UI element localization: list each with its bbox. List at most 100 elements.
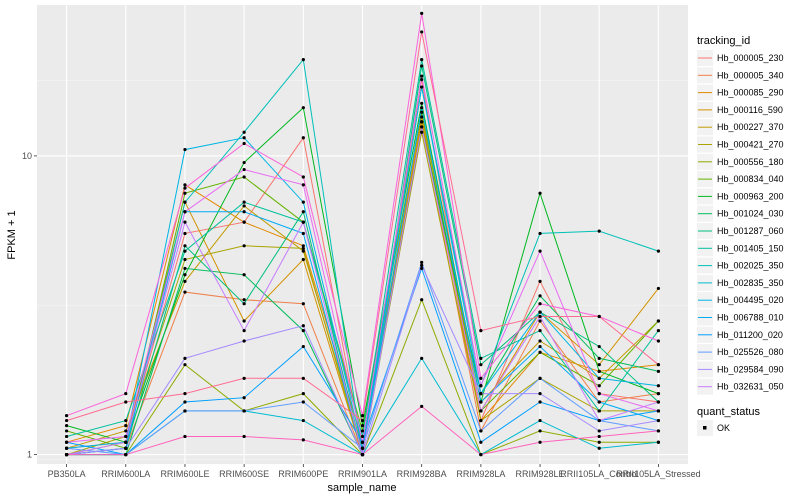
legend-label-0: Hb_000005_230 (717, 53, 784, 63)
data-point-15-4 (301, 231, 305, 236)
data-point-8-0 (64, 424, 69, 428)
data-point-22-0 (64, 452, 69, 457)
legend-label-11: Hb_001405_150 (717, 243, 784, 253)
legend-label-4: Hb_000227_370 (717, 122, 784, 132)
data-point-9-3 (242, 273, 246, 277)
data-point-7-6 (420, 110, 424, 114)
data-point-21-1 (124, 392, 128, 396)
data-point-18-7 (479, 392, 483, 396)
data-point-16-4 (301, 344, 305, 349)
data-point-20-9 (597, 392, 601, 396)
data-point-19-4 (301, 220, 305, 224)
data-point-17-2 (183, 409, 187, 413)
data-point-12-9 (597, 229, 601, 233)
data-point-7-9 (597, 384, 601, 388)
data-point-14-9 (597, 376, 601, 380)
data-point-8-6 (420, 101, 424, 105)
data-point-15-7 (479, 400, 483, 404)
data-point-23-4 (301, 376, 305, 380)
data-point-14-10 (656, 384, 661, 388)
legend-label-7: Hb_000834_040 (717, 174, 784, 184)
x-tick-label-10: RRII105LA_Stressed (616, 469, 701, 479)
data-point-7-5 (360, 429, 365, 433)
data-point-7-0 (64, 429, 69, 433)
data-point-9-8 (538, 294, 542, 298)
y-tick-label-1: 10 (22, 151, 32, 161)
data-point-16-7 (479, 440, 483, 444)
data-point-6-9 (597, 440, 601, 444)
data-point-14-3 (242, 136, 246, 140)
data-point-21-6 (420, 11, 424, 15)
legend-quant-status: quant_status OK (697, 406, 760, 436)
x-tick-label-9: RRII105LA_Control (560, 469, 638, 479)
data-point-20-2 (183, 210, 187, 214)
data-point-17-7 (479, 429, 483, 433)
data-point-9-9 (597, 356, 601, 360)
data-point-4-1 (124, 429, 128, 433)
data-point-19-6 (420, 125, 424, 129)
data-point-23-8 (538, 314, 542, 319)
data-point-17-5 (360, 446, 365, 450)
data-point-16-3 (242, 396, 246, 400)
legend-label-3: Hb_000116_590 (717, 105, 783, 115)
data-point-20-1 (124, 434, 128, 439)
series-points (64, 11, 661, 457)
data-point-15-6 (420, 106, 424, 110)
data-point-10-2 (183, 244, 187, 248)
data-point-19-2 (183, 220, 187, 224)
data-point-2-2 (183, 183, 187, 187)
data-point-11-10 (656, 329, 661, 333)
data-point-21-7 (479, 376, 483, 380)
data-point-23-3 (242, 376, 246, 380)
data-point-20-7 (479, 384, 483, 388)
data-point-7-3 (242, 175, 246, 179)
data-point-9-2 (183, 266, 187, 271)
data-point-12-8 (538, 231, 542, 236)
data-point-19-1 (124, 440, 128, 444)
data-point-20-4 (301, 183, 305, 187)
data-point-11-1 (124, 418, 128, 423)
data-point-5-7 (479, 418, 483, 423)
legend-label-2: Hb_000085_290 (717, 88, 784, 98)
data-point-21-2 (183, 186, 187, 190)
legend-label-18: Hb_029584_090 (717, 364, 784, 374)
data-point-4-8 (538, 339, 542, 343)
data-point-21-4 (301, 175, 305, 179)
data-point-23-7 (479, 329, 483, 333)
data-point-13-8 (538, 418, 542, 423)
data-point-9-4 (301, 329, 305, 333)
data-point-18-2 (183, 356, 187, 360)
data-point-13-6 (420, 356, 424, 360)
data-point-10-7 (479, 363, 483, 367)
data-point-11-0 (64, 434, 69, 439)
data-point-15-8 (538, 344, 542, 349)
data-point-8-9 (597, 369, 601, 373)
data-point-10-4 (301, 210, 305, 214)
data-point-7-10 (656, 319, 661, 323)
data-point-20-10 (656, 409, 661, 413)
x-tick-label-2: RRIM600LE (160, 469, 209, 479)
data-point-0-8 (538, 279, 542, 284)
x-tick-label-7: RRIM928LA (456, 469, 505, 479)
data-point-14-4 (301, 200, 305, 204)
data-point-13-4 (301, 418, 305, 423)
data-point-12-3 (242, 130, 246, 134)
legend-label-15: Hb_006788_010 (717, 313, 784, 323)
data-point-13-10 (656, 440, 661, 444)
data-point-23-0 (64, 418, 69, 423)
data-point-11-2 (183, 249, 187, 253)
data-point-1-3 (242, 298, 246, 302)
data-point-1-4 (301, 302, 305, 306)
data-point-20-0 (64, 440, 69, 444)
y-axis-ticks: 1 10 (22, 151, 37, 460)
legend-label-13: Hb_002835_350 (717, 278, 784, 288)
data-point-21-5 (360, 414, 365, 418)
data-point-15-3 (242, 210, 246, 214)
x-tick-label-5: RRIM901LA (338, 469, 387, 479)
data-point-12-2 (183, 200, 187, 204)
data-point-9-10 (656, 369, 661, 373)
data-point-8-8 (538, 191, 542, 195)
data-point-23-2 (183, 392, 187, 396)
y-tick-label-0: 1 (27, 450, 32, 460)
